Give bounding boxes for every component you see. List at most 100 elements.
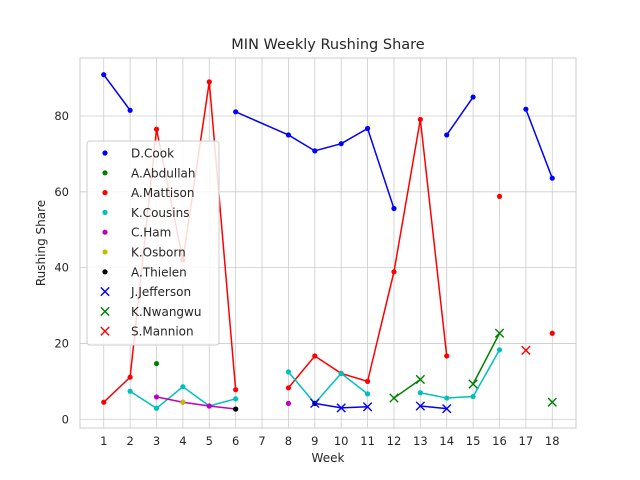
a-mattison-point — [364, 378, 371, 384]
x-tick-label: 1 — [100, 434, 107, 448]
k-nwangwu-point — [415, 374, 426, 385]
legend-label: K.Nwangwu — [131, 305, 201, 319]
d-cook-point — [101, 72, 107, 78]
k-nwangwu-point — [494, 328, 505, 338]
k-cousins-point — [180, 384, 186, 390]
legend-entry-a-mattison: A.Mattison — [102, 186, 194, 200]
d-cook-point — [364, 125, 371, 132]
a-mattison-point — [206, 79, 212, 85]
c-ham-point — [285, 400, 292, 406]
legend-entry-a-thielen: A.Thielen — [102, 265, 187, 279]
d-cook-point — [233, 109, 239, 115]
y-tick-label: 40 — [54, 261, 69, 275]
legend-k-osborn-point — [102, 249, 108, 255]
d-cook-point — [338, 141, 344, 147]
x-tick-label: 10 — [334, 434, 349, 448]
c-ham-line — [156, 396, 236, 410]
legend-entry-k-nwangwu: K.Nwangwu — [100, 305, 201, 319]
x-tick-label: 11 — [360, 434, 375, 448]
plot-frame — [79, 57, 577, 429]
k-cousins-point — [496, 347, 503, 353]
k-cousins-point — [444, 395, 450, 401]
legend-k-nwangwu-point — [100, 306, 110, 317]
x-tick-label: 17 — [519, 434, 534, 448]
legend-entry-c-ham: C.Ham — [102, 226, 171, 240]
k-nwangwu-point — [468, 379, 478, 389]
legend-entry-j-jefferson: J.Jefferson — [100, 285, 191, 299]
k-cousins-point — [338, 370, 344, 377]
x-tick-label: 14 — [439, 434, 454, 448]
a-mattison-point — [496, 193, 503, 199]
k-osborn-point — [180, 399, 186, 405]
legend-label: S.Mannion — [131, 325, 194, 339]
x-tick-label: 2 — [126, 434, 133, 448]
k-nwangwu-point — [547, 397, 557, 407]
legend-label: C.Ham — [131, 226, 171, 240]
a-mattison-point — [444, 353, 450, 359]
series-k-osborn — [180, 399, 186, 405]
a-mattison-point — [391, 269, 397, 275]
k-cousins-point — [417, 390, 423, 396]
x-tick-label: 7 — [258, 434, 265, 448]
x-tick-label: 18 — [545, 434, 560, 448]
legend-a-abdullah-point — [102, 170, 108, 176]
j-jefferson-point — [336, 403, 346, 413]
a-mattison-point — [285, 385, 292, 391]
legend-entry-a-abdullah: A.Abdullah — [102, 166, 196, 180]
d-cook-point — [523, 106, 529, 112]
j-jefferson-point — [362, 402, 373, 412]
y-axis-ticks: 0 20 40 60 80 — [54, 109, 69, 426]
a-thielen-point — [233, 406, 239, 412]
k-cousins-line — [420, 349, 501, 399]
d-cook-point — [549, 175, 555, 181]
d-cook-point — [391, 205, 397, 212]
x-tick-label: 13 — [413, 434, 428, 448]
d-cook-point — [444, 132, 450, 138]
x-axis-ticks: 1 2 3 4 5 6 7 8 9 10 11 12 13 14 15 16 17 18 — [100, 434, 559, 448]
legend-c-ham-point — [102, 229, 108, 235]
series-k-cousins — [127, 347, 503, 411]
s-mannion-point — [521, 345, 531, 355]
a-mattison-point — [153, 126, 160, 132]
k-cousins-point — [285, 369, 292, 375]
j-jefferson-point — [310, 398, 320, 409]
x-tick-label: 3 — [153, 434, 160, 448]
legend-entry-k-cousins: K.Cousins — [102, 206, 189, 220]
k-cousins-line — [287, 371, 369, 405]
j-jefferson-point — [442, 403, 452, 414]
y-tick-label: 0 — [62, 412, 69, 426]
legend-label: J.Jefferson — [130, 285, 191, 299]
x-tick-label: 6 — [232, 434, 239, 448]
grid — [80, 58, 576, 428]
legend: D.Cook A.Abdullah A.Mattison K.Cousins C.Ham… — [86, 140, 220, 346]
d-cook-line — [103, 74, 131, 111]
d-cook-point — [285, 132, 292, 138]
legend-a-mattison-point — [102, 190, 108, 196]
legend-entry-d-cook: D.Cook — [102, 147, 174, 161]
c-ham-point — [206, 403, 212, 409]
a-mattison-point — [127, 374, 133, 380]
chart-title: MIN Weekly Rushing Share — [231, 37, 424, 53]
legend-entry-k-osborn: K.Osborn — [102, 246, 186, 260]
x-tick-label: 5 — [206, 434, 213, 448]
legend-label: A.Thielen — [131, 265, 187, 279]
x-axis-label: Week — [312, 451, 345, 465]
legend-label: K.Osborn — [131, 246, 186, 260]
k-cousins-point — [233, 396, 239, 402]
legend-k-cousins-point — [102, 209, 108, 215]
legend-label: K.Cousins — [131, 206, 189, 220]
x-tick-label: 16 — [492, 434, 507, 448]
k-cousins-point — [153, 405, 160, 411]
d-cook-point — [470, 94, 476, 100]
series-a-abdullah — [153, 360, 160, 367]
d-cook-point — [312, 148, 318, 154]
x-tick-label: 12 — [387, 434, 402, 448]
legend-label: A.Mattison — [131, 186, 194, 200]
x-tick-label: 8 — [285, 434, 292, 448]
k-cousins-point — [364, 391, 371, 397]
legend-a-thielen-point — [102, 269, 108, 275]
series-j-jefferson — [310, 398, 452, 414]
a-mattison-point — [417, 116, 423, 123]
y-tick-label: 60 — [54, 185, 69, 199]
